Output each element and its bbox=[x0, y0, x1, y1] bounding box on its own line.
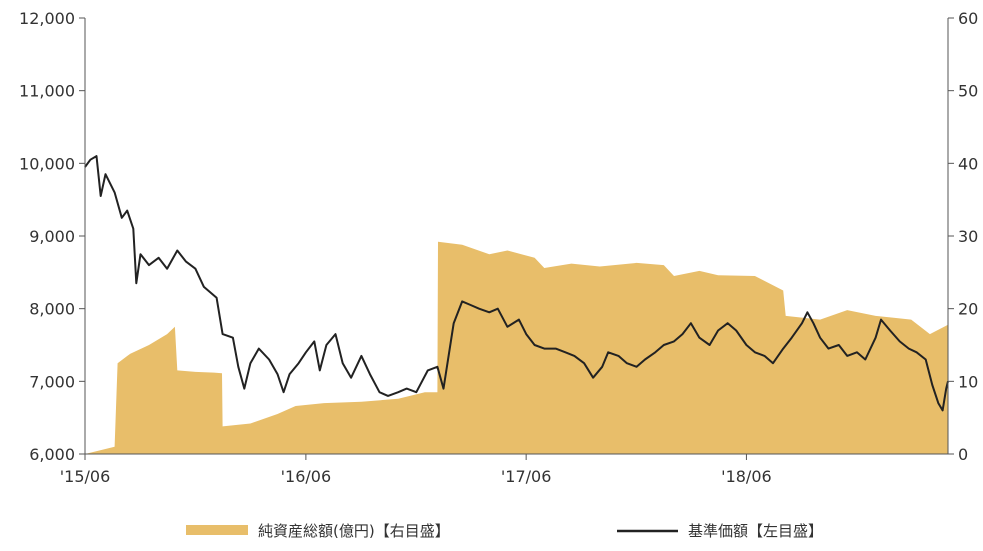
nav-line bbox=[84, 155, 949, 412]
area-layer bbox=[85, 241, 948, 454]
right-tick-label: 60 bbox=[958, 9, 978, 28]
right-tick-label: 50 bbox=[958, 82, 978, 101]
right-tick-label: 10 bbox=[958, 372, 978, 391]
legend-label-line: 基準価額【左目盛】 bbox=[688, 522, 823, 540]
right-tick-label: 40 bbox=[958, 154, 978, 173]
left-tick-label: 12,000 bbox=[19, 9, 75, 28]
left-tick-label: 10,000 bbox=[19, 154, 75, 173]
x-tick-label: '17/06 bbox=[501, 467, 552, 486]
left-tick-label: 6,000 bbox=[29, 445, 75, 464]
right-tick-label: 30 bbox=[958, 227, 978, 246]
line-layer bbox=[84, 155, 949, 412]
legend-swatch-area bbox=[186, 525, 248, 535]
right-tick-label: 0 bbox=[958, 445, 968, 464]
net-assets-area bbox=[85, 241, 948, 454]
legend-label-area: 純資産総額(億円)【右目盛】 bbox=[258, 522, 450, 540]
legend: 純資産総額(億円)【右目盛】 基準価額【左目盛】 bbox=[186, 522, 823, 540]
x-tick-label: '15/06 bbox=[60, 467, 111, 486]
left-tick-label: 11,000 bbox=[19, 82, 75, 101]
left-tick-label: 9,000 bbox=[29, 227, 75, 246]
left-tick-label: 8,000 bbox=[29, 300, 75, 319]
x-tick-label: '18/06 bbox=[721, 467, 772, 486]
axes-layer: 6,000 7,000 8,000 9,000 10,000 11,000 12,000 0 1… bbox=[19, 9, 978, 486]
left-tick-label: 7,000 bbox=[29, 372, 75, 391]
right-tick-label: 20 bbox=[958, 300, 978, 319]
x-tick-label: '16/06 bbox=[281, 467, 332, 486]
